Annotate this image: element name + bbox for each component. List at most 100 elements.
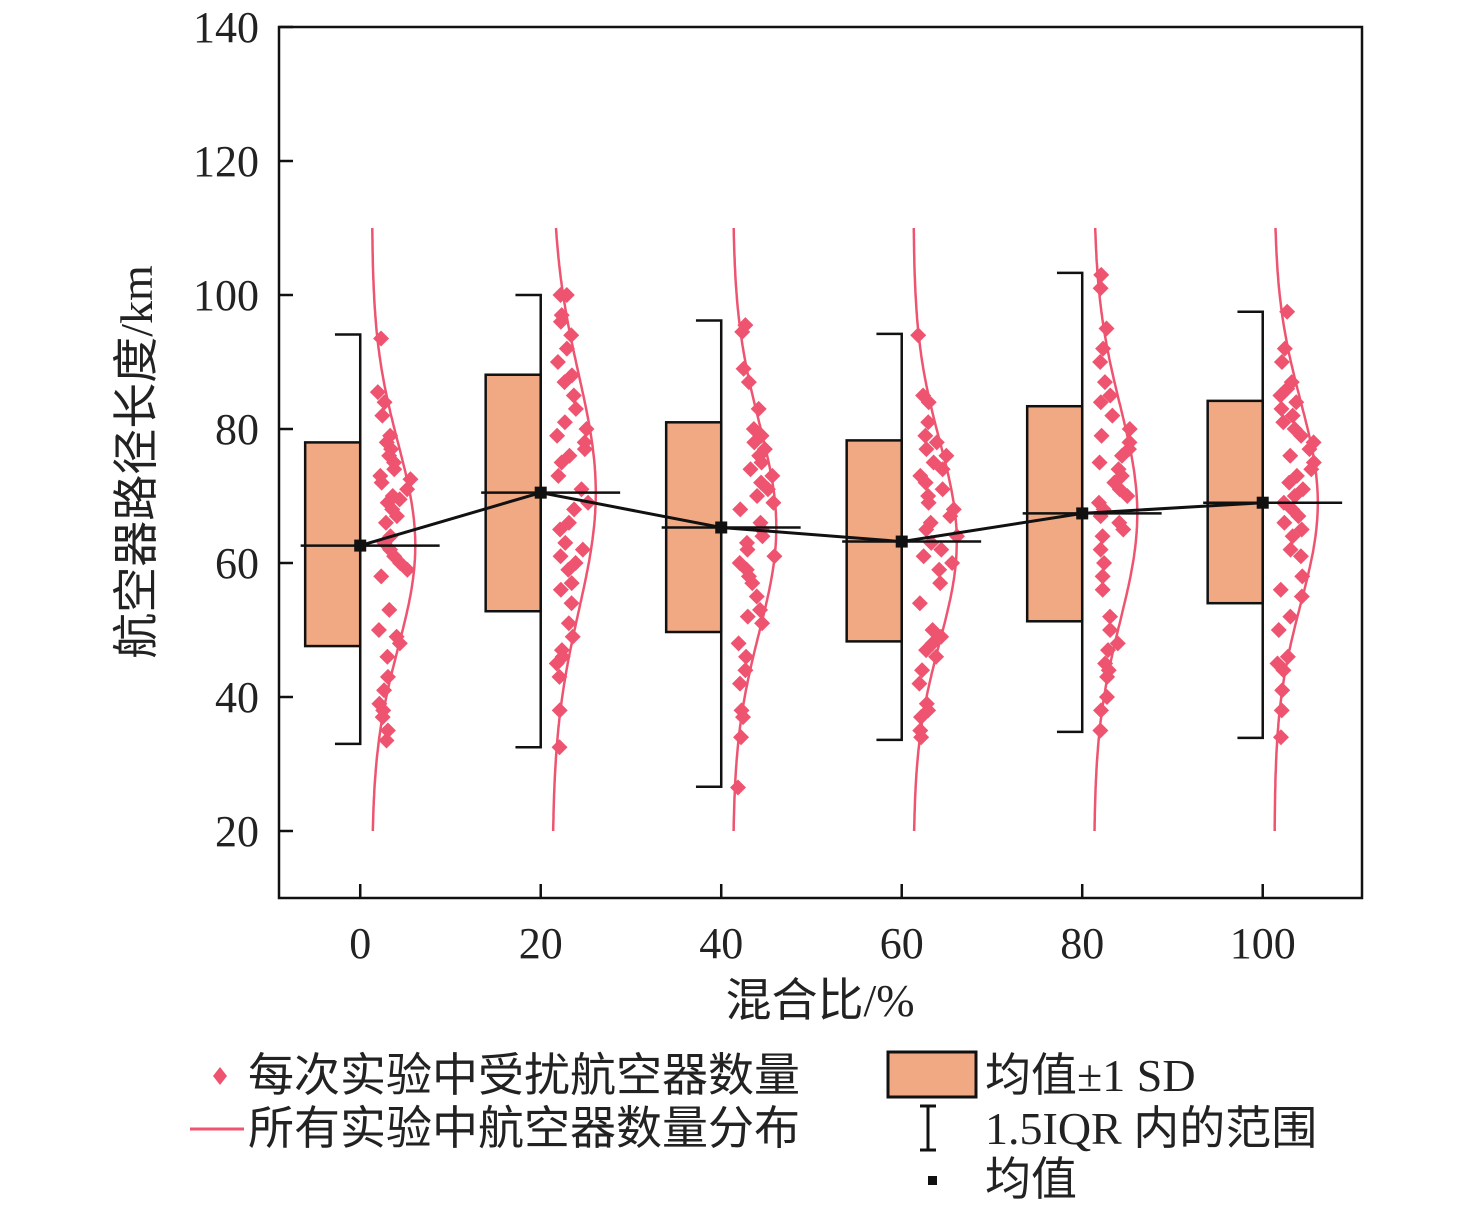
data-point [749,488,766,504]
data-point [759,481,776,498]
data-point [1113,447,1130,464]
y-tick-label: 40 [215,673,259,722]
whisker [695,319,723,789]
y-tick-label: 140 [193,3,259,52]
x-tick-label: 100 [1230,919,1296,968]
data-point [378,732,395,749]
data-point [913,729,930,746]
data-point [754,615,771,632]
data-point [567,400,584,417]
data-point [548,655,565,672]
data-point [551,702,568,719]
data-point [1284,528,1301,545]
data-point [1282,447,1299,464]
data-point [578,421,595,437]
data-point [556,414,573,431]
mean-marker [534,486,547,499]
distribution-curve [1273,227,1320,831]
data-point [563,327,580,344]
data-point [399,481,416,498]
data-point [369,384,386,401]
data-point [370,622,387,638]
data-point [765,494,782,511]
data-point [920,414,937,431]
whisker [334,333,362,746]
data-point [391,491,408,508]
data-point [563,575,580,592]
data-point [1286,488,1303,504]
data-point [911,595,928,612]
data-point [911,675,928,692]
data-point [1273,354,1290,370]
data-point [1273,702,1290,719]
x-tick-label: 40 [699,919,743,968]
data-point [550,467,567,484]
mean-marker [354,539,367,552]
legend-box-marker [886,1050,978,1099]
data-point [729,779,746,796]
data-point [746,434,763,451]
mean-marker [895,535,908,548]
data-point [730,635,747,652]
data-point [1121,421,1138,437]
legend-point-marker [213,1067,227,1085]
data-point [920,494,937,511]
data-point [753,454,770,471]
data-point [1279,303,1296,320]
data-point [1092,354,1109,370]
data-point [1273,400,1290,417]
data-point [913,709,930,726]
data-point [732,675,749,692]
data-point [1281,474,1298,491]
data-point [1288,394,1305,411]
data-point [1096,374,1113,391]
data-point [381,601,398,618]
data-point [1092,541,1109,558]
data-point [932,575,949,592]
data-point [1290,508,1307,525]
y-tick-label: 100 [193,271,259,320]
data-point [942,508,959,525]
data-point [574,541,591,558]
data-point [564,628,581,645]
data-point [1301,441,1318,458]
data-point [1293,588,1310,605]
legend-curve-label: 所有实验中航空器数量分布 [248,1103,800,1154]
data-point [910,327,927,344]
mean-trend-line [359,491,1263,548]
mean-marker [1076,507,1089,520]
data-point [549,354,566,370]
data-point [373,330,390,347]
data-point [735,709,752,726]
data-point [1095,340,1112,357]
data-point [735,360,752,377]
data-point [563,595,580,612]
data-point [928,648,945,665]
data-point [553,454,570,471]
data-point [552,287,569,303]
data-point [1094,528,1111,545]
data-point [1119,488,1136,504]
data-point [1102,622,1119,638]
whisker [515,293,542,749]
data-point [934,481,951,498]
data-point [1275,414,1292,431]
x-tick-label: 0 [349,919,371,968]
data-point [566,501,583,518]
data-point [1091,454,1108,471]
data-point [915,548,932,565]
data-point [740,374,757,391]
data-point [374,407,391,424]
data-point [1275,662,1292,679]
data-point [1093,702,1110,719]
x-tick-label: 20 [519,919,563,968]
y-axis-label: 航空器路径长度/km [111,265,162,659]
data-point [1272,387,1289,404]
data-point [551,739,568,756]
data-point [1282,541,1299,558]
data-point [386,461,403,478]
legend-mean-label: 均值 [985,1154,1077,1205]
data-point [1115,521,1132,538]
data-point [1274,682,1291,699]
